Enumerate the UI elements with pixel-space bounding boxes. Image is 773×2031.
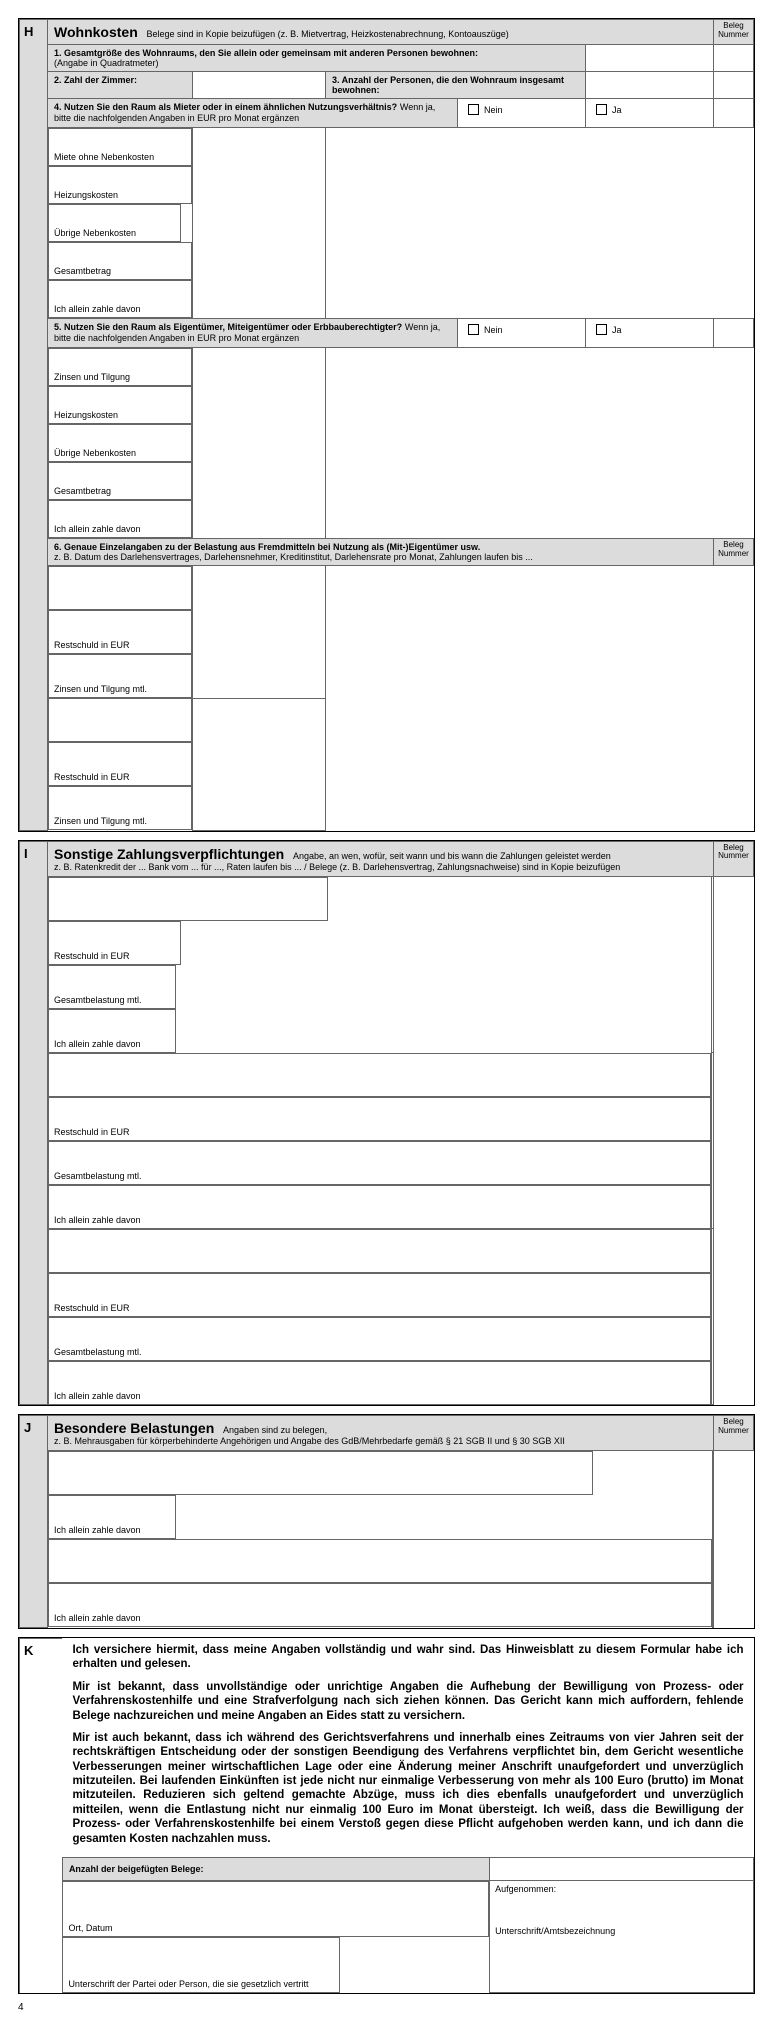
section-letter-j: J xyxy=(20,1416,48,1628)
j-desc2[interactable] xyxy=(48,1539,712,1583)
beleg-header: Beleg Nummer xyxy=(714,20,754,45)
beleg-input[interactable] xyxy=(712,1451,713,1540)
i-desc1[interactable] xyxy=(48,877,328,921)
h-q1: 1. Gesamtgröße des Wohnraums, den Sie al… xyxy=(54,48,579,58)
i-gesamt1[interactable]: Gesamtbelastung mtl. xyxy=(48,965,176,1009)
j-ichzahle2[interactable]: Ich allein zahle davon xyxy=(48,1583,712,1627)
h-q5-nein[interactable]: Nein xyxy=(468,324,503,335)
beleg-input[interactable] xyxy=(714,72,754,99)
h-restschuld2[interactable]: Restschuld in EUR xyxy=(48,742,192,786)
h-q4-ja[interactable]: Ja xyxy=(596,104,622,115)
i-title: Sonstige Zahlungsverpflichtungen xyxy=(54,846,284,862)
h-q2: 2. Zahl der Zimmer: xyxy=(48,72,193,99)
h-q6-sub: z. B. Datum des Darlehensvertrages, Darl… xyxy=(54,552,707,562)
h-q3: 3. Anzahl der Personen, die den Wohnraum… xyxy=(326,72,586,99)
h-q6-desc2[interactable] xyxy=(48,698,192,742)
section-i: I Sonstige Zahlungsverpflichtungen Angab… xyxy=(18,840,755,1407)
i-gesamt2[interactable]: Gesamtbelastung mtl. xyxy=(48,1141,711,1185)
j-ichzahle1[interactable]: Ich allein zahle davon xyxy=(48,1495,176,1539)
h-miete-label[interactable]: Miete ohne Nebenkosten xyxy=(48,128,192,166)
i-desc2[interactable] xyxy=(48,1053,711,1097)
checkbox-icon xyxy=(468,324,479,335)
h-q4: 4. Nutzen Sie den Raum als Mieter oder i… xyxy=(54,102,397,112)
i-restschuld3[interactable]: Restschuld in EUR xyxy=(48,1273,711,1317)
beleg-input[interactable] xyxy=(711,1053,713,1229)
j-desc1[interactable] xyxy=(48,1451,593,1495)
h-q6: 6. Genaue Einzelangaben zu der Belastung… xyxy=(54,542,707,552)
i-ichzahle3[interactable]: Ich allein zahle davon xyxy=(48,1361,711,1405)
h-q4-nein[interactable]: Nein xyxy=(468,104,503,115)
h-q1-input[interactable] xyxy=(586,45,714,72)
j-title-sub2: z. B. Mehrausgaben für körperbehinderte … xyxy=(54,1436,707,1446)
j-title-sub1: Angaben sind zu belegen, xyxy=(223,1425,327,1435)
k-aufgenommen-cell[interactable]: Aufgenommen: Unterschrift/Amtsbezeichnun… xyxy=(490,1880,754,1993)
beleg-input[interactable] xyxy=(193,698,326,830)
i-ichzahle2[interactable]: Ich allein zahle davon xyxy=(48,1185,711,1229)
section-letter-k: K xyxy=(20,1638,63,1993)
beleg-input[interactable] xyxy=(193,348,326,539)
k-unterschrift1[interactable]: Unterschrift der Partei oder Person, die… xyxy=(62,1937,340,1993)
h-q6-desc1[interactable] xyxy=(48,566,192,610)
beleg-input[interactable] xyxy=(193,566,326,699)
h-title-sub: Belege sind in Kopie beizufügen (z. B. M… xyxy=(147,29,509,39)
checkbox-icon xyxy=(596,104,607,115)
h-title: Wohnkosten xyxy=(54,24,138,40)
j-title: Besondere Belastungen xyxy=(54,1420,214,1436)
h-ichzahle2-label[interactable]: Ich allein zahle davon xyxy=(48,500,192,538)
k-aufgenommen: Aufgenommen: xyxy=(495,1884,748,1894)
beleg-header: Beleg Nummer xyxy=(714,539,754,566)
h-uebrige-label[interactable]: Übrige Nebenkosten xyxy=(48,204,181,242)
k-anzahl-input[interactable] xyxy=(490,1857,754,1880)
i-restschuld1[interactable]: Restschuld in EUR xyxy=(48,921,181,965)
beleg-input[interactable] xyxy=(714,45,754,72)
k-unterschrift2: Unterschrift/Amtsbezeichnung xyxy=(495,1926,748,1936)
i-ichzahle1[interactable]: Ich allein zahle davon xyxy=(48,1009,176,1053)
k-anzahl: Anzahl der beigefügten Belege: xyxy=(62,1857,489,1880)
h-uebrige2-label[interactable]: Übrige Nebenkosten xyxy=(48,424,192,462)
beleg-input[interactable] xyxy=(712,1539,713,1627)
beleg-header: Beleg Nummer xyxy=(714,841,754,876)
h-heizung2-label[interactable]: Heizungskosten xyxy=(48,386,192,424)
h-ichzahle-label[interactable]: Ich allein zahle davon xyxy=(48,280,192,318)
beleg-input[interactable] xyxy=(714,99,754,128)
section-letter-h: H xyxy=(20,20,48,831)
beleg-input[interactable] xyxy=(711,876,713,1053)
h-gesamt2-label[interactable]: Gesamtbetrag xyxy=(48,462,192,500)
checkbox-icon xyxy=(468,104,479,115)
section-k: K Ich versichere hiermit, dass meine Ang… xyxy=(18,1637,755,1995)
i-gesamt3[interactable]: Gesamtbelastung mtl. xyxy=(48,1317,711,1361)
beleg-input[interactable] xyxy=(193,128,326,319)
i-title-sub1: Angabe, an wen, wofür, seit wann und bis… xyxy=(293,851,611,861)
page-number: 4 xyxy=(18,2002,755,2013)
h-q2-input[interactable] xyxy=(193,72,326,99)
h-heizung-label[interactable]: Heizungskosten xyxy=(48,166,192,204)
i-restschuld2[interactable]: Restschuld in EUR xyxy=(48,1097,711,1141)
i-desc3[interactable] xyxy=(48,1229,711,1273)
h-q5: 5. Nutzen Sie den Raum als Eigentümer, M… xyxy=(54,322,402,332)
section-j: J Besondere Belastungen Angaben sind zu … xyxy=(18,1414,755,1629)
section-h: H Wohnkosten Belege sind in Kopie beizuf… xyxy=(18,18,755,832)
beleg-header: Beleg Nummer xyxy=(714,1416,754,1451)
k-p2: Mir ist bekannt, dass unvollständige ode… xyxy=(72,1680,743,1723)
section-letter-i: I xyxy=(20,841,48,1405)
h-gesamt-label[interactable]: Gesamtbetrag xyxy=(48,242,192,280)
k-p1: Ich versichere hiermit, dass meine Angab… xyxy=(72,1643,743,1672)
h-zinsenmtl2[interactable]: Zinsen und Tilgung mtl. xyxy=(48,786,192,830)
h-zinsenmtl1[interactable]: Zinsen und Tilgung mtl. xyxy=(48,654,192,698)
h-q3-input[interactable] xyxy=(586,72,714,99)
h-q1-sub: (Angabe in Quadratmeter) xyxy=(54,58,579,68)
beleg-input[interactable] xyxy=(714,319,754,348)
i-title-sub2: z. B. Ratenkredit der ... Bank vom ... f… xyxy=(54,862,707,872)
h-zinsen-label[interactable]: Zinsen und Tilgung xyxy=(48,348,192,386)
k-p3: Mir ist auch bekannt, dass ich während d… xyxy=(72,1731,743,1846)
checkbox-icon xyxy=(596,324,607,335)
beleg-input[interactable] xyxy=(711,1229,713,1405)
k-ort[interactable]: Ort, Datum xyxy=(62,1881,489,1937)
h-restschuld1[interactable]: Restschuld in EUR xyxy=(48,610,192,654)
h-q5-ja[interactable]: Ja xyxy=(596,324,622,335)
